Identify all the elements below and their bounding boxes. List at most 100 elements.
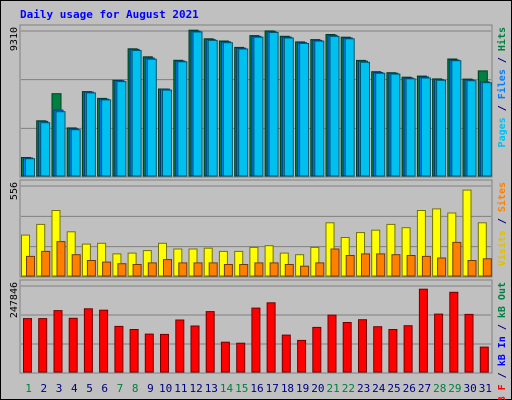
x-tick-label: 21 (327, 382, 340, 395)
x-tick-label: 13 (205, 382, 218, 395)
bar-kb-f (251, 307, 261, 373)
x-tick-label: 28 (433, 382, 446, 395)
bar-kb-f (160, 333, 169, 373)
bar-pages (360, 61, 370, 177)
bar-pages (25, 158, 35, 177)
bar-visits (203, 247, 213, 277)
bar-sites (26, 255, 35, 277)
bar-sites (437, 257, 447, 277)
bar-visits (36, 223, 46, 277)
x-tick-label: 2 (41, 382, 48, 395)
bar-sites (147, 262, 157, 277)
x-tick-label: 29 (448, 382, 461, 395)
bar-sites (376, 253, 386, 277)
bar-visits (234, 250, 244, 277)
bar-visits (462, 189, 472, 277)
bar-sites (391, 254, 401, 277)
panel-max-label: 556 (9, 182, 20, 200)
bar-visits (249, 246, 259, 277)
bar-pages (238, 48, 249, 177)
legend-entry: / (497, 366, 508, 384)
bar-pages (451, 60, 462, 177)
x-tick-label: 12 (189, 382, 202, 395)
bar-sites (345, 255, 355, 277)
x-tick-label: 11 (174, 382, 187, 395)
x-tick-label: 9 (147, 382, 154, 395)
bar-kb-f (464, 313, 474, 373)
x-tick-label: 17 (266, 382, 279, 395)
x-tick-label: 8 (132, 382, 139, 395)
legend-entry: kB Out (497, 282, 508, 318)
x-tick-label: 24 (372, 382, 386, 395)
bar-kb-f (388, 329, 398, 373)
chart-title: Daily usage for August 2021 (20, 8, 199, 21)
bar-visits (432, 208, 442, 277)
bar-pages (283, 37, 294, 177)
bar-pages (177, 61, 188, 177)
bar-visits (401, 227, 411, 277)
bar-pages (40, 122, 51, 177)
legend-entry: / (497, 212, 508, 230)
bar-kb-f (342, 322, 352, 373)
bar-pages (85, 92, 96, 177)
bar-kb-f (114, 325, 124, 373)
bar-pages (405, 78, 416, 177)
panel-max-label: 247846 (9, 282, 20, 318)
bar-sites (330, 248, 340, 277)
bar-pages (222, 42, 233, 177)
bar-kb-f (449, 291, 459, 373)
bar-kb-f (175, 319, 185, 373)
panel-legend: Visits / Sites (496, 182, 508, 266)
bar-kb-f (373, 326, 383, 373)
bar-sites (254, 262, 264, 277)
x-tick-label: 7 (117, 382, 124, 395)
legend-entry: / (497, 99, 508, 117)
bar-sites (284, 264, 294, 277)
bar-sites (300, 265, 310, 277)
x-tick-label: 1 (25, 382, 32, 395)
bar-kb-f (281, 334, 291, 373)
x-tick-label: 5 (86, 382, 93, 395)
x-tick-label: 26 (403, 382, 416, 395)
bar-sites (193, 262, 203, 277)
x-tick-label: 3 (56, 382, 63, 395)
bar-pages (207, 39, 218, 177)
bar-pages (101, 99, 112, 177)
bar-pages (344, 38, 355, 177)
bar-sites (117, 263, 127, 277)
bar-visits (386, 223, 396, 277)
x-tick-label: 10 (159, 382, 172, 395)
bar-pages (131, 50, 142, 177)
bar-sites (132, 264, 142, 277)
legend-entry: Files (496, 69, 508, 99)
bar-pages (436, 79, 447, 177)
bar-kb-f (53, 310, 63, 373)
bar-sites (71, 254, 81, 277)
bar-kb-f (297, 339, 307, 373)
legend-entry: Hits (496, 27, 508, 51)
bar-sites (421, 255, 431, 277)
bar-pages (299, 43, 310, 177)
bar-kb-f (479, 346, 489, 373)
x-tick-label: 4 (71, 382, 78, 395)
x-tick-label: 6 (101, 382, 108, 395)
x-tick-label: 18 (281, 382, 294, 395)
bar-sites (239, 264, 249, 277)
bar-sites (208, 262, 218, 277)
bar-kb-f (403, 325, 413, 373)
x-tick-label: 31 (479, 382, 492, 395)
bar-pages (70, 129, 81, 177)
x-tick-label: 16 (250, 382, 263, 395)
x-tick-label: 19 (296, 382, 309, 395)
bar-kb-f (266, 302, 276, 373)
legend-entry: Visits (496, 230, 508, 266)
bar-sites (163, 259, 172, 277)
panel-legend: kB F / kB In / kB Out (497, 282, 508, 400)
bar-visits (371, 229, 381, 277)
bar-visits (310, 246, 320, 277)
bar-sites (467, 260, 477, 277)
bar-kb-f (144, 333, 154, 373)
x-tick-label: 15 (235, 382, 248, 395)
panel-legend: Pages / Files / Hits (496, 27, 508, 147)
